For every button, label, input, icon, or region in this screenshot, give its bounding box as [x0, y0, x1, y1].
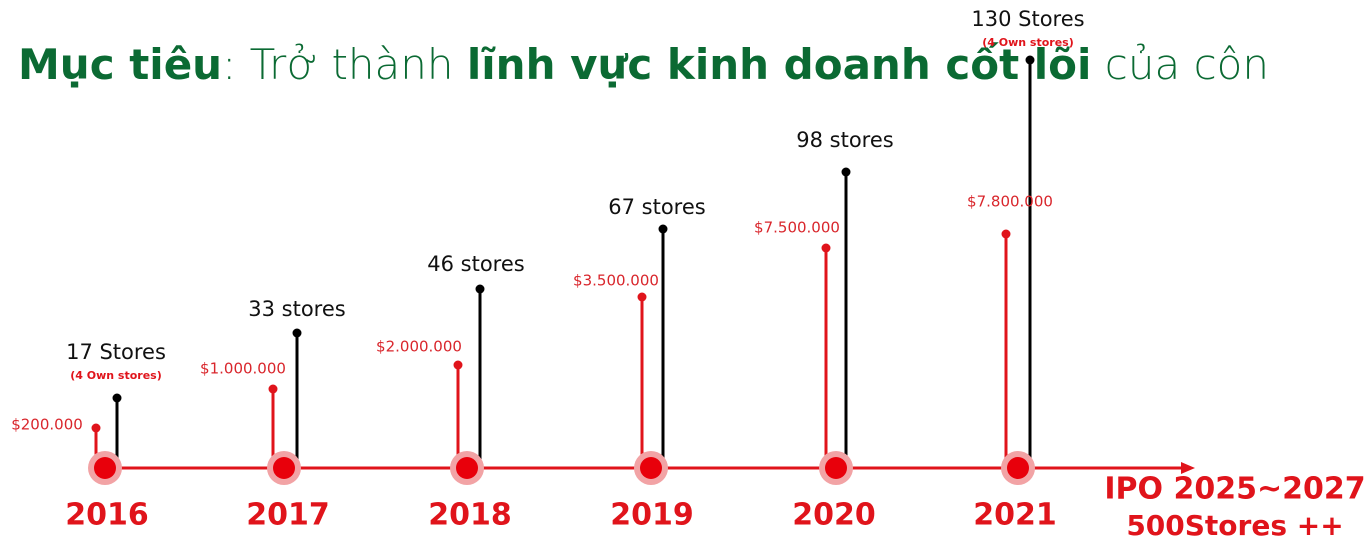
revenue-label: $3.500.000 [573, 272, 659, 290]
title-label: Mục tiêu [18, 40, 223, 89]
stores-label: 67 stores [608, 195, 705, 219]
year-dot [273, 457, 295, 479]
stores-dot [658, 224, 668, 234]
revenue-label: $7.500.000 [754, 219, 840, 237]
year-label: 2018 [428, 498, 512, 533]
title-text: : Trở thành [222, 40, 467, 89]
year-dot [94, 457, 116, 479]
year-dot [640, 457, 662, 479]
year-dot [1007, 457, 1029, 479]
year-label: 2019 [610, 498, 694, 533]
stores-dot [292, 328, 302, 338]
revenue-label: $200.000 [11, 416, 83, 434]
revenue-label: $1.000.000 [200, 360, 286, 378]
goal-line2: 500Stores ++ [1126, 509, 1343, 542]
year-dot [825, 457, 847, 479]
revenue-dot [453, 360, 463, 370]
year-dot [456, 457, 478, 479]
revenue-dot [637, 292, 647, 302]
stores-label: 98 stores [796, 128, 893, 152]
title: Mục tiêu: Trở thành lĩnh vực kinh doanh … [18, 40, 1269, 89]
title-rest: của côn [1091, 40, 1269, 89]
revenue-dot [268, 384, 278, 394]
axis-arrow [1181, 462, 1195, 474]
year-label: 2020 [792, 498, 876, 533]
stores-note: (4 Own stores) [982, 36, 1074, 49]
revenue-dot [91, 423, 101, 433]
stores-dot [1025, 55, 1035, 65]
goal-line1: IPO 2025~2027 [1104, 472, 1365, 507]
revenue-label: $7.800.000 [967, 193, 1053, 211]
stores-dot [475, 284, 485, 294]
stores-label: 46 stores [427, 252, 524, 276]
year-label: 2017 [246, 498, 330, 533]
revenue-dot [821, 243, 831, 253]
stores-dot [841, 167, 851, 177]
year-label: 2016 [65, 498, 149, 533]
revenue-dot [1001, 229, 1011, 239]
year-label: 2021 [973, 498, 1057, 533]
stores-label: 17 Stores [66, 340, 166, 364]
stores-label: 130 Stores [971, 7, 1084, 31]
revenue-label: $2.000.000 [376, 338, 462, 356]
stores-note: (4 Own stores) [70, 369, 162, 382]
title-highlight: lĩnh vực kinh doanh cốt lõi [466, 40, 1092, 89]
stores-label: 33 stores [248, 297, 345, 321]
stores-dot [112, 393, 122, 403]
